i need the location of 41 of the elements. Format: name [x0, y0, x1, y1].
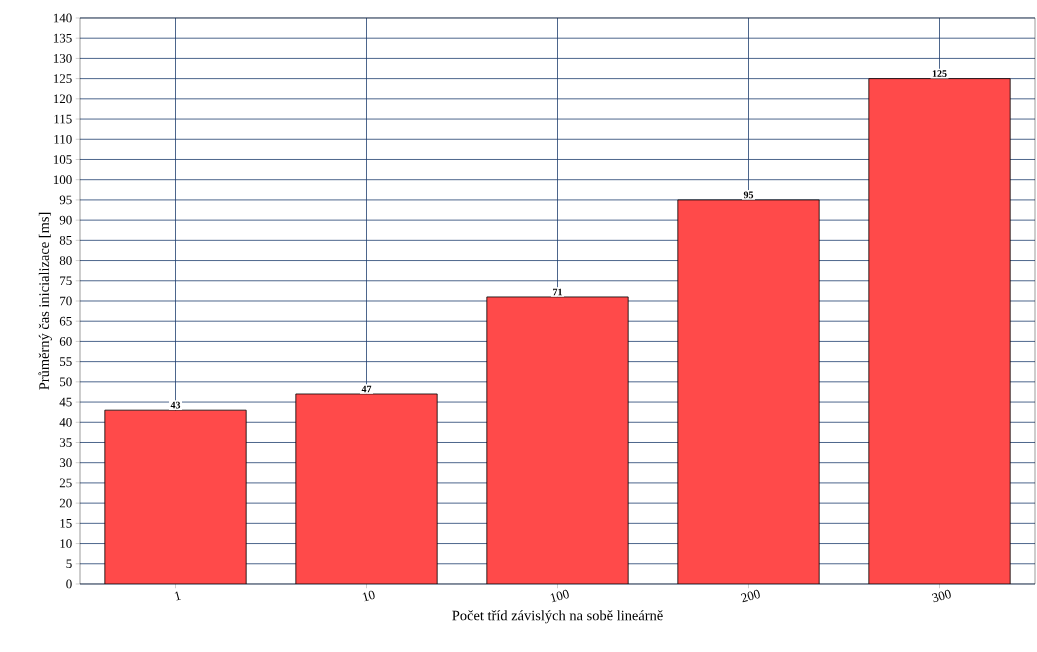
x-tick-label: 100 — [550, 589, 569, 603]
data-label: 71 — [553, 288, 562, 296]
y-tick-label: 125 — [53, 74, 72, 83]
y-tick-label: 130 — [53, 54, 72, 63]
y-tick-label: 5 — [66, 559, 72, 569]
y-tick-label: 80 — [59, 256, 72, 265]
y-tick-label: 0 — [66, 579, 72, 589]
y-axis-title: Průměrný čas inicializace [ms] — [38, 212, 52, 390]
data-label: 125 — [932, 70, 947, 77]
y-tick-label: 75 — [60, 276, 72, 286]
y-tick-label: 110 — [54, 134, 72, 144]
y-tick-label: 20 — [59, 498, 72, 508]
y-tick-label: 45 — [59, 397, 72, 407]
y-tick-label: 120 — [53, 94, 72, 104]
x-tick-label: 200 — [740, 589, 760, 603]
y-tick-label: 135 — [53, 33, 72, 43]
y-tick-label: 105 — [53, 155, 72, 164]
y-tick-label: 35 — [59, 438, 72, 447]
y-tick-label: 95 — [59, 195, 72, 205]
y-tick-label: 115 — [54, 114, 72, 124]
y-tick-label: 50 — [60, 377, 72, 387]
y-tick-label: 25 — [59, 478, 72, 488]
y-tick-label: 10 — [60, 539, 72, 548]
y-tick-label: 15 — [60, 519, 72, 528]
data-label: 95 — [743, 191, 754, 199]
data-label: 43 — [170, 401, 181, 409]
y-tick-label: 55 — [60, 357, 72, 366]
y-tick-label: 65 — [59, 316, 72, 326]
y-tick-label: 100 — [53, 175, 72, 185]
x-tick-label: 1 — [174, 591, 182, 601]
y-tick-label: 60 — [59, 337, 72, 346]
y-tick-label: 85 — [59, 235, 72, 245]
y-tick-label: 140 — [53, 13, 72, 23]
data-label: 47 — [361, 385, 372, 393]
x-tick-label: 10 — [362, 590, 375, 602]
y-tick-label: 40 — [59, 417, 72, 427]
x-axis-title: Počet tříd závislých na sobě lineárně — [452, 610, 663, 624]
y-tick-label: 90 — [59, 215, 72, 225]
y-tick-label: 30 — [59, 458, 72, 468]
x-tick-label: 300 — [931, 589, 951, 603]
y-tick-label: 70 — [60, 296, 72, 306]
